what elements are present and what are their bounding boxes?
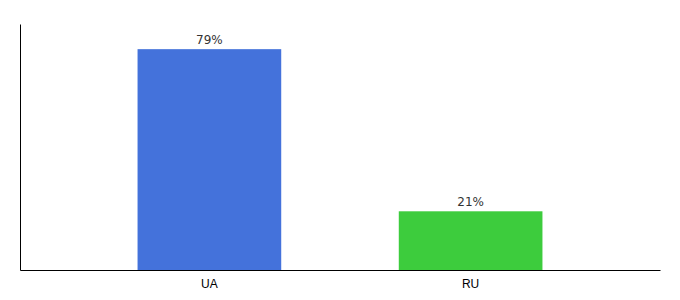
x-tick-label: RU — [462, 277, 479, 291]
x-tick: RU — [462, 277, 479, 291]
x-tick-label: UA — [201, 277, 218, 291]
bars — [138, 49, 543, 270]
data-labels: 79% 21% — [196, 33, 484, 209]
chart: UA RU 79% 21% — [0, 0, 680, 300]
x-axis: UA RU — [21, 271, 661, 291]
data-label: 79% — [196, 33, 223, 47]
x-axis-line — [21, 270, 661, 271]
y-axis — [20, 25, 21, 271]
plot: UA RU 79% 21% — [21, 25, 661, 291]
x-tick: UA — [201, 277, 218, 291]
data-label: 21% — [457, 195, 484, 209]
y-axis-line — [20, 25, 21, 271]
bar — [399, 211, 543, 270]
bar — [138, 49, 282, 270]
